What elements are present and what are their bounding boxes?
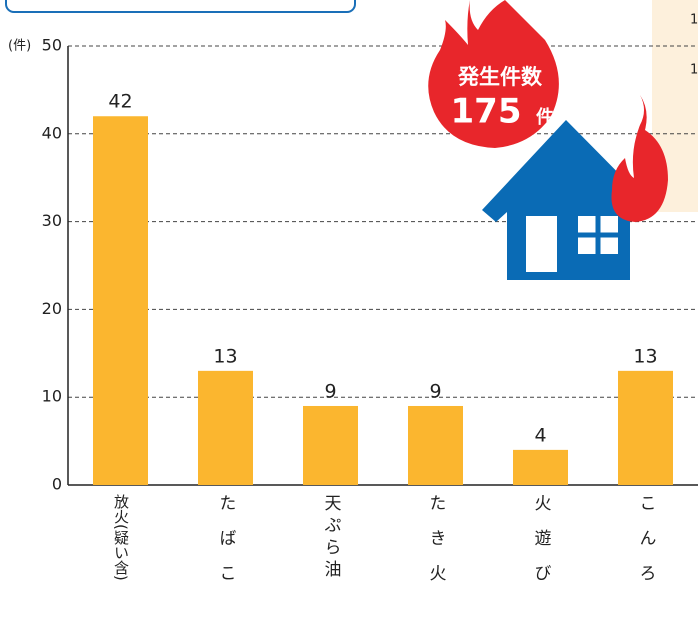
chart: (件) 0 10 20 30 40 50 放火(疑い含) 42 たばこ 13 天ぷら油 9 たき火 9 火遊… <box>0 0 698 618</box>
y-tick-label: 50 <box>42 36 62 55</box>
y-tick-label: 0 <box>52 475 62 494</box>
top-box <box>6 0 355 12</box>
value-label: 9 <box>429 380 441 402</box>
x-tick-label: 火遊び <box>531 494 552 599</box>
side-text: 1 <box>690 13 698 28</box>
bar <box>618 371 673 485</box>
y-tick-label: 10 <box>42 387 62 406</box>
value-label: 42 <box>108 91 132 113</box>
annotation-total: 175 <box>451 92 522 132</box>
bar <box>408 406 463 485</box>
y-tick-label: 30 <box>42 211 62 230</box>
x-tick-label: こんろ <box>636 494 656 599</box>
x-tick-label: たばこ <box>216 494 236 599</box>
value-label: 9 <box>324 380 336 402</box>
fire-illustration: 発生件数 175 件 <box>428 0 668 280</box>
x-tick-label: 放火(疑い含) <box>112 494 130 581</box>
x-tick-label: たき火 <box>426 494 447 599</box>
y-tick-label: 20 <box>42 299 62 318</box>
bar <box>513 450 568 485</box>
bar <box>198 371 253 485</box>
value-label: 13 <box>633 345 657 367</box>
y-unit: (件) <box>8 39 31 54</box>
x-tick-label: 天ぷら油 <box>321 494 342 582</box>
bar <box>303 406 358 485</box>
annotation-unit: 件 <box>536 106 554 128</box>
value-label: 13 <box>213 345 237 367</box>
door <box>526 216 557 272</box>
y-tick-label: 40 <box>42 123 62 142</box>
annotation-label: 発生件数 <box>457 65 543 89</box>
side-text: 1 <box>690 63 698 78</box>
bar <box>93 116 148 485</box>
value-label: 4 <box>534 424 546 446</box>
